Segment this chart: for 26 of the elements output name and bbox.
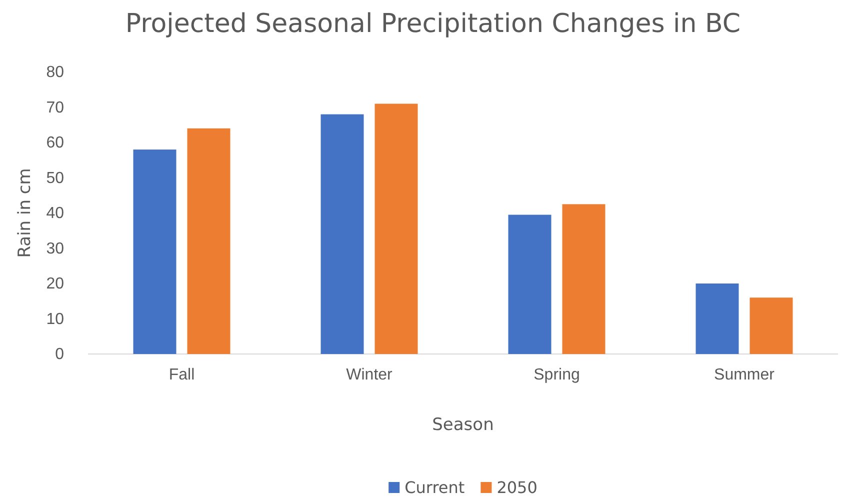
y-tick-label: 10	[46, 310, 64, 328]
y-tick-label: 80	[46, 64, 64, 82]
x-tick-label: Winter	[346, 366, 394, 384]
chart-title: Projected Seasonal Precipitation Changes in BC	[125, 9, 741, 39]
bar	[696, 284, 739, 354]
y-tick-label: 20	[46, 276, 64, 293]
y-axis-title: Rain in cm	[15, 168, 35, 258]
bar	[374, 104, 418, 354]
y-tick-label: 70	[46, 99, 64, 116]
bar	[562, 204, 606, 354]
y-tick-label: 30	[46, 240, 64, 258]
legend-label: Current	[404, 478, 465, 497]
x-axis-title: Season	[432, 415, 494, 435]
x-tick-label: Spring	[534, 366, 580, 384]
x-tick-label: Fall	[168, 366, 195, 384]
x-tick-label: Summer	[714, 366, 776, 384]
y-tick-label: 40	[46, 205, 64, 222]
bar	[133, 150, 176, 354]
legend-label: 2050	[496, 478, 538, 497]
bar	[187, 128, 230, 354]
y-tick-label: 0	[55, 346, 64, 364]
y-tick-label: 50	[46, 170, 64, 187]
bar	[750, 298, 793, 354]
bar	[508, 214, 552, 354]
bar	[320, 114, 364, 354]
y-tick-label: 60	[46, 134, 64, 152]
